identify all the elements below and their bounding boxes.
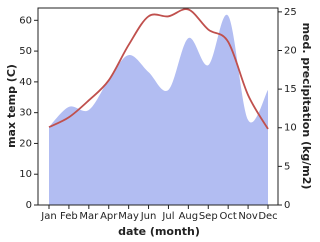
x-tick-label: Jun xyxy=(140,211,157,222)
y-tick-label: 60 xyxy=(19,15,32,26)
x-tick-label: Nov xyxy=(238,211,258,222)
y-tick-label: 30 xyxy=(19,108,32,119)
x-tick-label: Sep xyxy=(199,211,218,222)
x-tick-label: Oct xyxy=(220,211,237,222)
plot-frame xyxy=(37,7,279,206)
y-tick-label: 10 xyxy=(19,169,32,180)
y2-tick-label: 15 xyxy=(284,84,297,95)
y2-tick-label: 5 xyxy=(284,161,290,172)
temp-line xyxy=(48,8,269,130)
y2-tick-label: 10 xyxy=(284,123,297,134)
y2-axis-label: med. precipitation (kg/m2) xyxy=(300,23,313,190)
precip-area xyxy=(49,14,268,206)
x-tick-label: May xyxy=(118,211,139,222)
x-tick-label: Jan xyxy=(40,211,56,222)
x-axis-label: date (month) xyxy=(118,225,200,238)
x-tick-label: Aug xyxy=(179,211,199,222)
y-tick-label: 50 xyxy=(19,46,32,57)
y2-tick-label: 20 xyxy=(284,45,297,56)
x-tick-label: Apr xyxy=(100,211,118,222)
y-tick-label: 0 xyxy=(26,200,32,211)
y2-tick-label: 25 xyxy=(284,7,297,18)
x-tick-label: Mar xyxy=(79,211,99,222)
y-axis-label: max temp (C) xyxy=(5,64,18,148)
y-tick-label: 20 xyxy=(19,138,32,149)
y2-tick-label: 0 xyxy=(284,200,290,211)
x-tick-label: Jul xyxy=(161,211,174,222)
y-tick-label: 40 xyxy=(19,77,32,88)
x-tick-label: Dec xyxy=(258,211,277,222)
x-tick-label: Feb xyxy=(60,211,78,222)
